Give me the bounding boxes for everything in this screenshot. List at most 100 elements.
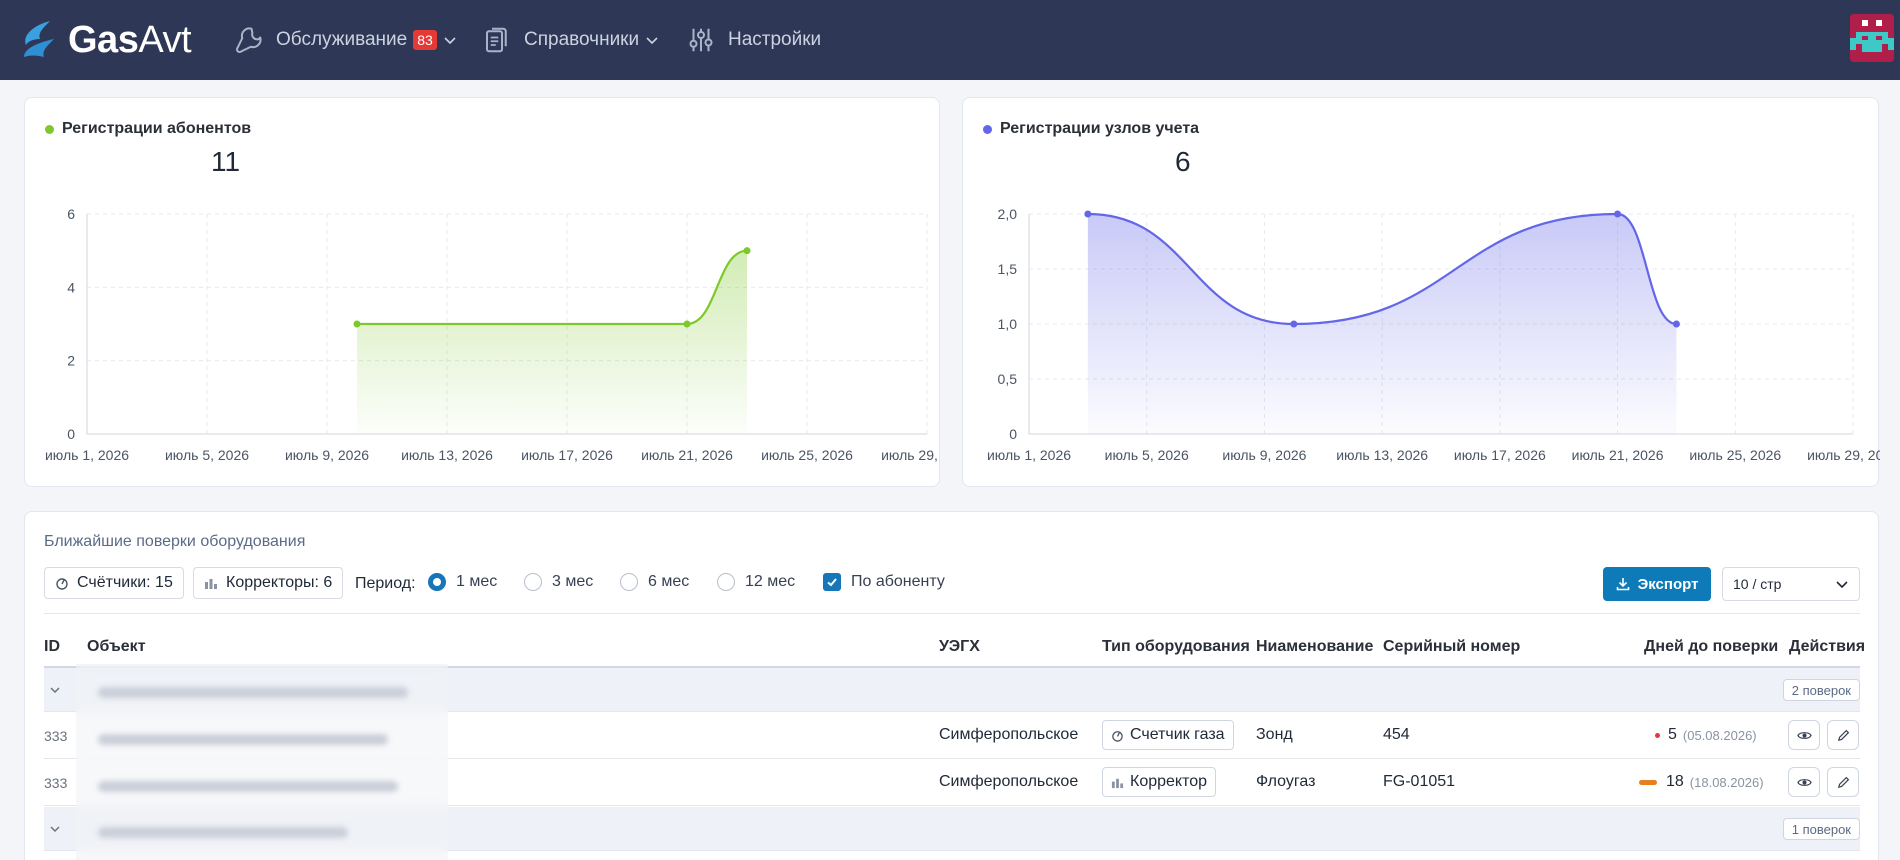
nav-directories-label: Справочники [524,29,640,50]
radio-circle [524,573,542,591]
y-tick-label: 4 [67,279,75,295]
meter-registrations-chart: 0 0,5 1,0 1,5 2,0 июль 1, 2026 июль 5, 2026 июл… [987,206,1880,463]
chevron-down-icon [444,37,456,45]
redacted-text [98,687,408,698]
row-id: 333 [44,775,68,791]
row-serial: 454 [1383,726,1410,743]
equipment-type-tag: Корректор [1102,767,1217,797]
period-radio-12m[interactable]: 12 мес [717,573,795,591]
period-radio-1m[interactable]: 1 мес [428,573,497,591]
chart-title-label: Регистрации абонентов [62,120,252,137]
view-button[interactable] [1788,720,1820,750]
period-radio-6m[interactable]: 6 мес [620,573,689,591]
edit-button[interactable] [1827,720,1859,750]
by-subscriber-label: По абоненту [851,573,945,590]
y-tick-label: 1,5 [998,261,1018,277]
group-count-badge: 2 поверок [1782,679,1860,701]
header-divider [44,666,1860,668]
export-button[interactable]: Экспорт [1603,567,1711,601]
data-point [1084,210,1092,218]
series-area [1087,214,1677,434]
per-page-select[interactable]: 10 / стр [1722,567,1860,601]
logo-flame-icon [24,21,54,57]
bar-chart-icon [205,579,217,589]
y-tick-label: 2 [67,353,75,369]
x-tick-label: июль 25, 2026 [761,447,853,463]
eye-icon [1796,778,1812,786]
column-header-serial[interactable]: Серийный номер [1383,638,1521,655]
nav-settings[interactable]: Настройки [686,20,821,60]
x-tick-label: июль 9, 2026 [285,447,369,463]
app-logo[interactable]: GasAvt [20,14,192,66]
chart-title: Регистрации узлов учета [983,120,1199,138]
radio-circle [620,573,638,591]
inspection-date: (05.08.2026) [1682,727,1757,743]
row-uegh: Симферопольское [939,726,1079,743]
chart-title-label: Регистрации узлов учета [1000,120,1200,137]
gauge-icon [56,578,68,590]
pencil-icon [1837,776,1849,788]
nav-maintenance-label: Обслуживание [276,29,408,50]
chart-title: Регистрации абонентов [45,120,251,138]
view-button[interactable] [1788,767,1820,797]
toolbar-divider [44,613,1860,614]
redacted-text [98,827,348,838]
status-dot-icon [1655,732,1660,738]
export-button-label: Экспорт [1637,575,1699,593]
nav-directories[interactable]: Справочники [482,20,659,60]
counters-chip[interactable]: Счётчики: 15 [44,567,184,599]
nav-maintenance[interactable]: Обслуживание 83 [234,20,457,60]
column-header-uegh[interactable]: УЭГХ [939,638,980,655]
edit-button[interactable] [1827,767,1859,797]
by-subscriber-checkbox[interactable]: По абоненту [823,573,945,591]
correctors-chip[interactable]: Корректоры: 6 [193,567,344,599]
x-tick-label: июль 17, 2026 [1454,447,1546,463]
top-navigation-bar: GasAvt Обслуживание 83 Справочники Настр… [0,0,1900,80]
column-header-name[interactable]: Ниаменование [1256,638,1374,655]
days-until-inspection: 5 (05.08.2026) [1655,726,1757,744]
sliders-icon [689,28,713,52]
x-tick-label: июль 29, 2026 [881,447,941,463]
y-tick-label: 2,0 [998,206,1018,222]
inspection-date: (18.08.2026) [1689,774,1764,790]
section-title: Ближайшие поверки оборудования [44,533,306,550]
period-label: Период: [355,575,416,592]
nav-settings-label: Настройки [728,29,822,50]
group-count-badge: 1 поверок [1782,818,1860,840]
correctors-chip-label: Корректоры: 6 [226,574,333,591]
period-radio-label: 3 мес [552,573,594,590]
y-tick-label: 0,5 [998,371,1018,387]
chevron-down-icon[interactable] [48,822,62,836]
period-radio-label: 6 мес [648,573,690,590]
row-name: Зонд [1256,726,1293,743]
x-tick-label: июль 13, 2026 [1336,447,1428,463]
gauge-icon [1112,730,1123,742]
meter-registrations-card: Регистрации узлов учета 6 0 0,5 1,0 1,5 2,0 и… [962,97,1880,487]
row-serial: FG-01051 [1383,773,1456,790]
legend-dot-icon [983,124,992,134]
data-point [353,320,361,328]
row-name: Флоугаз [1256,773,1316,790]
equipment-type-tag: Счетчик газа [1102,720,1234,750]
column-header-days[interactable]: Дней до поверки [1644,638,1779,655]
chevron-down-icon[interactable] [48,683,62,697]
period-radio-3m[interactable]: 3 мес [524,573,593,591]
column-header-object[interactable]: Объект [87,638,146,655]
wrench-icon [235,27,262,54]
y-tick-label: 0 [67,426,75,442]
subscriber-registrations-card: Регистрации абонентов 11 0 2 4 6 июль 1, 202… [24,97,941,487]
x-tick-label: июль 5, 2026 [1105,447,1189,463]
row-id: 333 [44,728,68,744]
eye-icon [1796,731,1812,739]
x-tick-label: июль 13, 2026 [401,447,493,463]
equipment-type-label: Корректор [1130,773,1208,790]
checkbox-box [823,573,841,591]
data-point [1614,210,1622,218]
column-header-type[interactable]: Тип оборудования [1102,638,1250,655]
period-radio-label: 12 мес [745,573,796,590]
pixel-avatar-icon [1850,14,1894,62]
x-tick-label: июль 21, 2026 [641,447,733,463]
column-header-id[interactable]: ID [44,638,60,655]
user-avatar[interactable] [1850,14,1894,62]
row-uegh: Симферопольское [939,773,1079,790]
